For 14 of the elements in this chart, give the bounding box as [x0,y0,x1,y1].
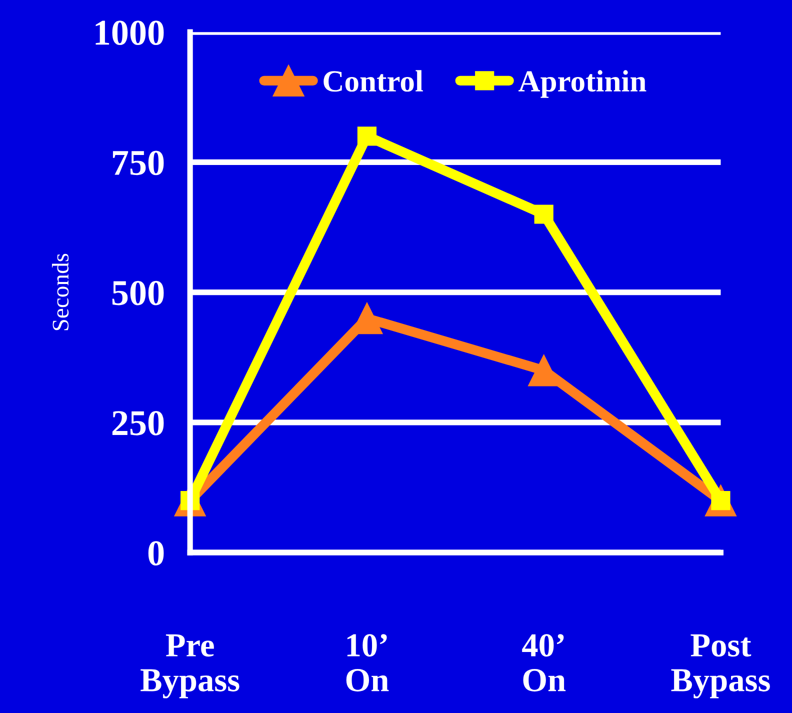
y-axis-title: Seconds [52,254,69,330]
y-tick-label: 750 [112,150,164,176]
y-tick-label: 0 [148,541,164,566]
point [534,204,554,224]
legend-label: Control [324,70,423,92]
y-tick-label: 500 [112,280,164,306]
x-tick-label: 10’ On [346,634,389,692]
x-tick-label: 40’ On [522,634,566,692]
x-tick-label: Pre Bypass [140,634,240,698]
legend-label: Aprotinin [518,70,646,98]
point [357,126,377,146]
y-tick-label: 1000 [96,20,164,45]
y-tick-label: 250 [112,410,164,436]
x-tick-label: Post Bypass [671,634,770,698]
